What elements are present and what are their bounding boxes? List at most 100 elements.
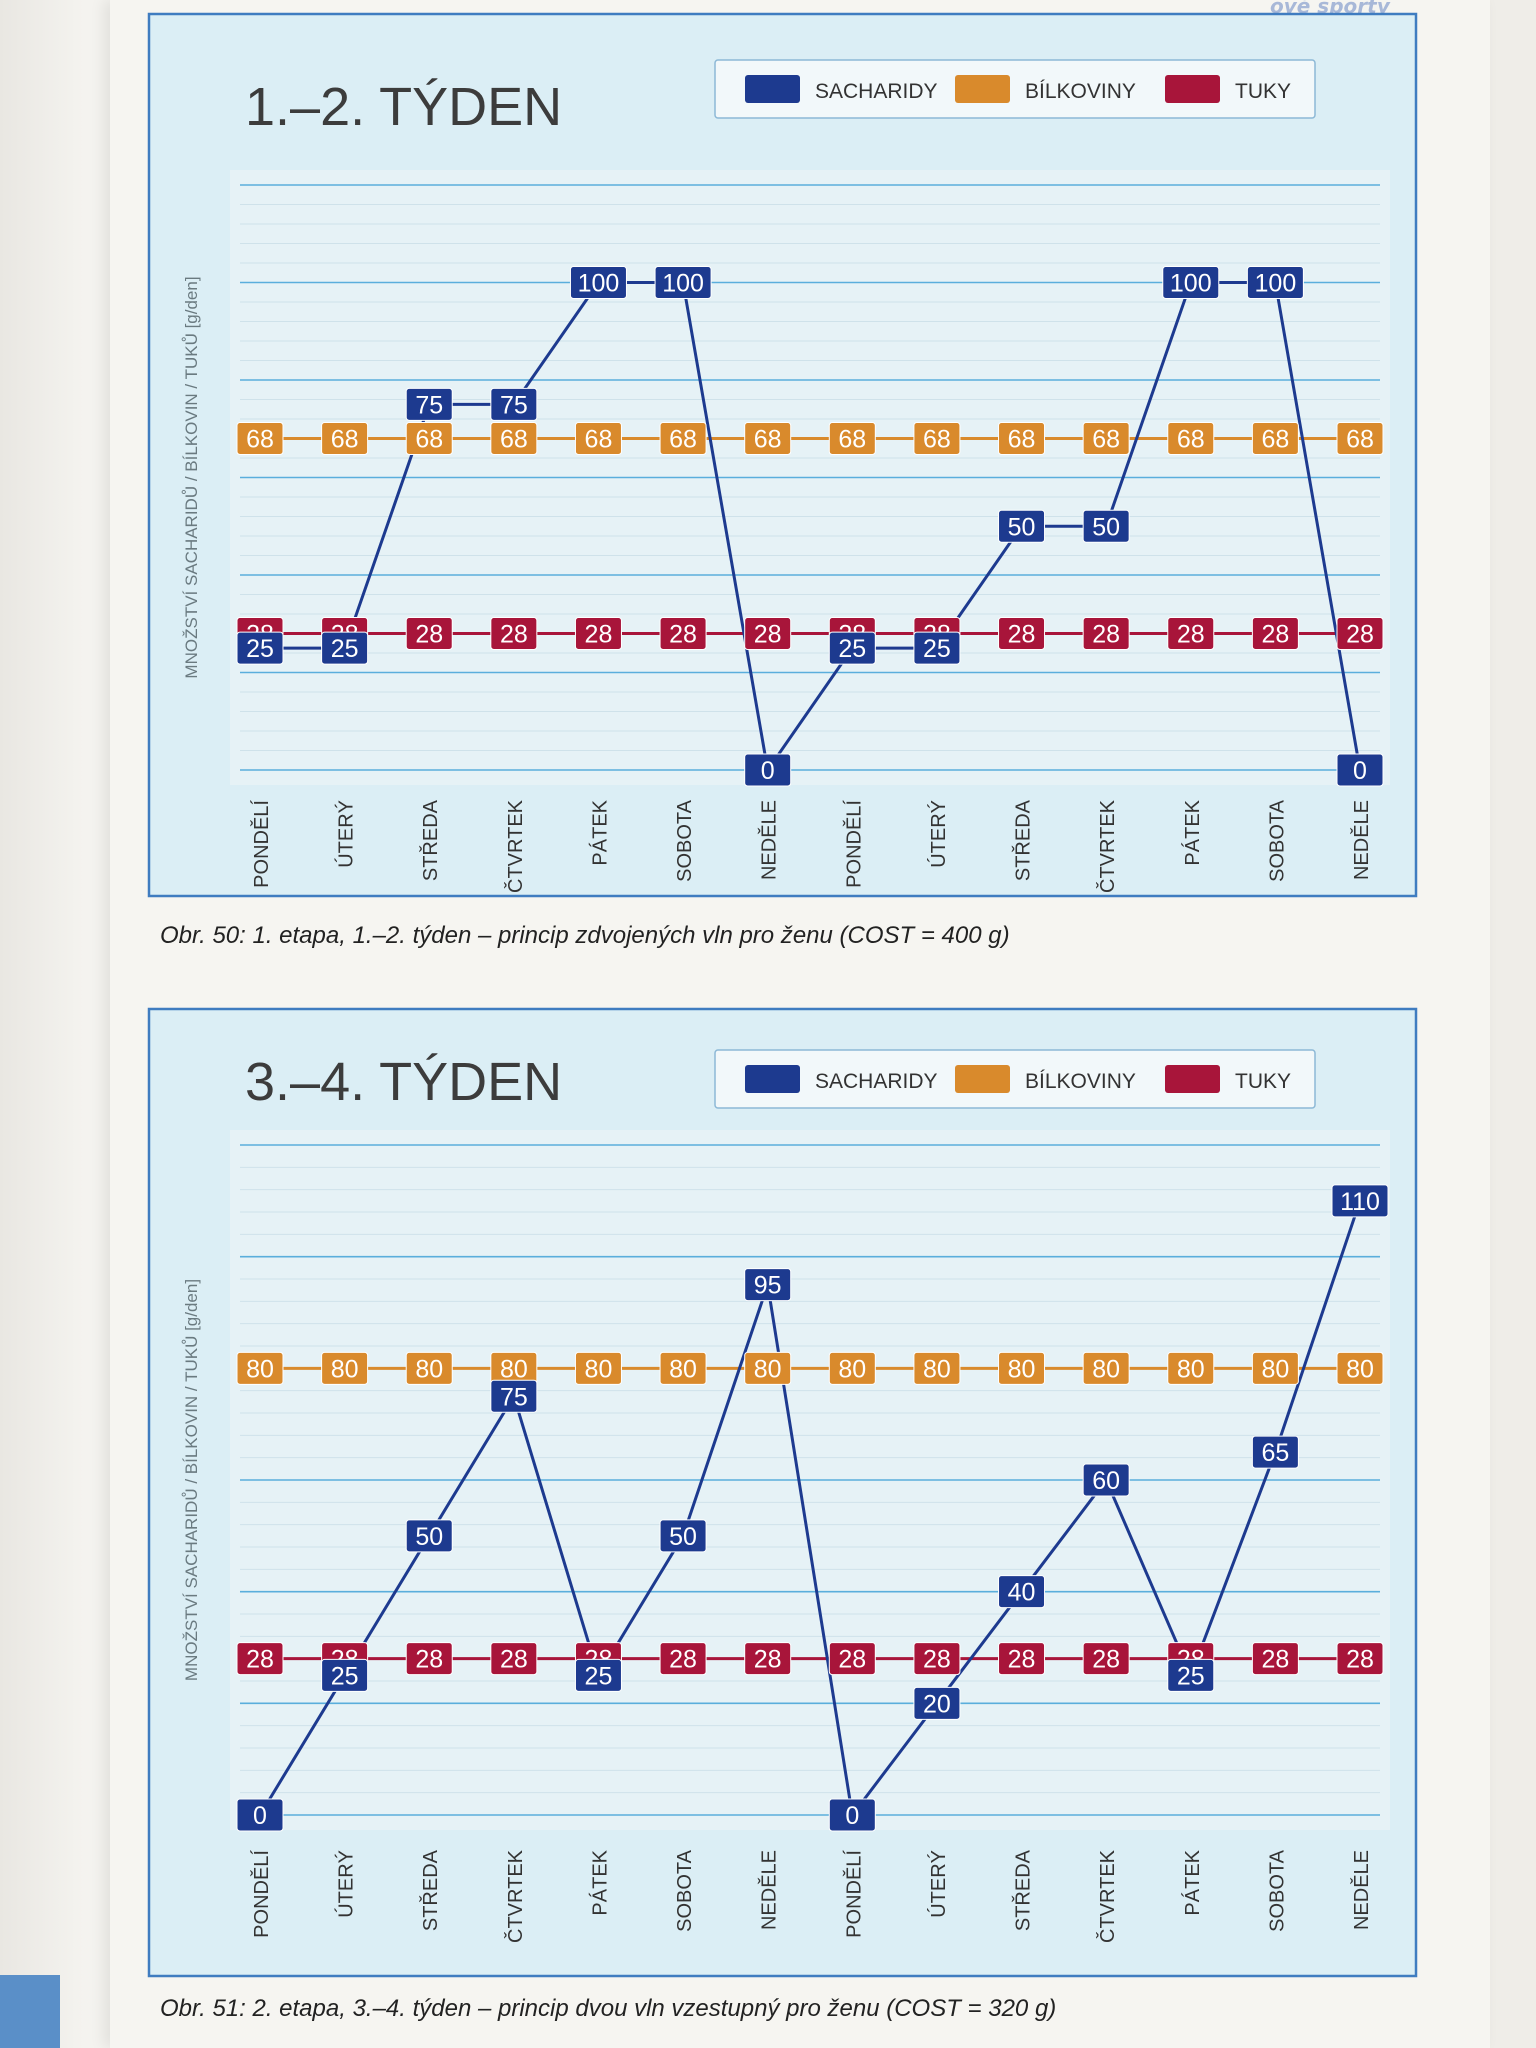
data-label-bilkoviny: 68 bbox=[585, 426, 613, 454]
data-point-tuky bbox=[405, 1642, 453, 1676]
data-label-sacharidy: 50 bbox=[415, 1523, 443, 1551]
data-point-sacharidy bbox=[321, 631, 369, 665]
data-label-sacharidy: 100 bbox=[1170, 270, 1212, 298]
y-axis-label: MNOŽSTVÍ SACHARIDŮ / BÍLKOVIN / TUKŮ [g/… bbox=[182, 1279, 201, 1681]
data-label-bilkoviny: 68 bbox=[669, 426, 697, 454]
category-label: ÚTERÝ bbox=[335, 1850, 358, 1918]
data-label-bilkoviny: 80 bbox=[838, 1355, 866, 1383]
data-point-bilkoviny bbox=[913, 422, 961, 455]
legend-label-sacharidy: SACHARIDY bbox=[815, 80, 938, 103]
data-label-bilkoviny: 68 bbox=[838, 426, 866, 454]
category-label: STŘEDA bbox=[1012, 799, 1035, 881]
data-label-bilkoviny: 80 bbox=[500, 1355, 528, 1383]
category-label: PONDĚLÍ bbox=[250, 800, 273, 888]
data-point-sacharidy bbox=[1336, 753, 1384, 787]
data-point-bilkoviny bbox=[405, 1351, 453, 1385]
data-label-tuky: 28 bbox=[1008, 621, 1036, 649]
data-label-sacharidy: 75 bbox=[415, 391, 443, 419]
data-label-sacharidy: 110 bbox=[1340, 1188, 1380, 1216]
data-label-bilkoviny: 68 bbox=[1261, 426, 1289, 454]
data-point-sacharidy bbox=[1082, 1463, 1130, 1497]
data-point-sacharidy bbox=[744, 753, 792, 787]
data-label-bilkoviny: 80 bbox=[669, 1355, 697, 1383]
data-label-sacharidy: 100 bbox=[1255, 270, 1297, 298]
data-label-tuky: 28 bbox=[1346, 1646, 1374, 1674]
legend-label-tuky: TUKY bbox=[1235, 80, 1291, 103]
data-point-bilkoviny bbox=[828, 422, 876, 455]
category-label: ÚTERÝ bbox=[335, 800, 358, 868]
data-label-bilkoviny: 80 bbox=[1008, 1355, 1036, 1383]
category-label: STŘEDA bbox=[1012, 1849, 1035, 1931]
category-label: PÁTEK bbox=[1181, 799, 1204, 865]
category-label: SOBOTA bbox=[674, 1849, 696, 1932]
data-point-bilkoviny bbox=[490, 422, 538, 455]
data-point-tuky bbox=[744, 1642, 792, 1676]
data-point-sacharidy bbox=[1246, 266, 1304, 299]
figure-caption-51: Obr. 51: 2. etapa, 3.–4. týden – princip… bbox=[160, 1995, 1057, 2022]
data-label-sacharidy: 0 bbox=[253, 1802, 267, 1830]
data-label-sacharidy: 25 bbox=[246, 635, 274, 663]
data-label-bilkoviny: 68 bbox=[415, 426, 443, 454]
data-point-sacharidy bbox=[828, 1798, 876, 1832]
data-point-tuky bbox=[236, 1642, 284, 1676]
data-label-bilkoviny: 80 bbox=[754, 1355, 782, 1383]
data-point-sacharidy bbox=[405, 1519, 453, 1553]
data-point-bilkoviny bbox=[1167, 1351, 1215, 1385]
data-label-bilkoviny: 80 bbox=[1092, 1355, 1120, 1383]
category-label: ÚTERÝ bbox=[927, 800, 950, 868]
data-point-sacharidy bbox=[1082, 509, 1130, 543]
data-label-bilkoviny: 68 bbox=[331, 426, 359, 454]
category-label: NEDĚLE bbox=[758, 800, 781, 880]
data-point-sacharidy bbox=[828, 631, 876, 665]
data-label-sacharidy: 25 bbox=[838, 635, 866, 663]
data-point-bilkoviny bbox=[236, 1351, 284, 1385]
data-label-tuky: 28 bbox=[1177, 621, 1205, 649]
category-label: PÁTEK bbox=[588, 1849, 611, 1915]
data-label-bilkoviny: 68 bbox=[754, 426, 782, 454]
data-label-sacharidy: 0 bbox=[845, 1802, 859, 1830]
data-label-sacharidy: 0 bbox=[761, 757, 775, 785]
data-point-bilkoviny bbox=[321, 422, 369, 455]
data-label-tuky: 28 bbox=[415, 621, 443, 649]
data-point-sacharidy bbox=[654, 266, 712, 299]
data-point-bilkoviny bbox=[1336, 1351, 1384, 1385]
category-label: ČTVRTEK bbox=[1096, 1849, 1119, 1943]
data-label-bilkoviny: 80 bbox=[1177, 1355, 1205, 1383]
data-label-tuky: 28 bbox=[669, 621, 697, 649]
legend-swatch-sacharidy bbox=[745, 1065, 800, 1093]
data-point-bilkoviny bbox=[1251, 1351, 1299, 1385]
data-point-sacharidy bbox=[659, 1519, 707, 1553]
data-label-tuky: 28 bbox=[1261, 621, 1289, 649]
data-point-tuky bbox=[1251, 1642, 1299, 1676]
data-point-tuky bbox=[1082, 617, 1130, 650]
data-point-bilkoviny bbox=[321, 1351, 369, 1385]
data-point-sacharidy bbox=[405, 387, 453, 421]
data-point-tuky bbox=[828, 1642, 876, 1676]
data-label-bilkoviny: 68 bbox=[500, 426, 528, 454]
data-label-tuky: 28 bbox=[1008, 1646, 1036, 1674]
data-label-tuky: 28 bbox=[1346, 621, 1374, 649]
data-point-sacharidy bbox=[236, 631, 284, 665]
category-label: NEDĚLE bbox=[1350, 800, 1373, 880]
data-point-sacharidy bbox=[998, 509, 1046, 543]
data-point-sacharidy bbox=[998, 1575, 1046, 1609]
category-label: PONDĚLÍ bbox=[842, 800, 865, 888]
data-label-bilkoviny: 68 bbox=[1092, 426, 1120, 454]
data-label-sacharidy: 25 bbox=[331, 635, 359, 663]
data-point-tuky bbox=[490, 1642, 538, 1676]
data-point-sacharidy bbox=[913, 1686, 961, 1720]
data-label-bilkoviny: 80 bbox=[415, 1355, 443, 1383]
data-label-tuky: 28 bbox=[585, 621, 613, 649]
data-point-sacharidy bbox=[321, 1658, 369, 1692]
data-point-tuky bbox=[998, 617, 1046, 650]
category-label: ČTVRTEK bbox=[504, 1849, 527, 1943]
data-point-sacharidy bbox=[490, 1379, 538, 1413]
data-point-sacharidy bbox=[236, 1798, 284, 1832]
data-point-sacharidy bbox=[1331, 1184, 1389, 1218]
data-label-sacharidy: 75 bbox=[500, 1383, 528, 1411]
data-point-tuky bbox=[659, 1642, 707, 1676]
legend-label-sacharidy: SACHARIDY bbox=[815, 1070, 938, 1093]
data-point-sacharidy bbox=[569, 266, 627, 299]
data-label-sacharidy: 50 bbox=[1008, 513, 1036, 541]
category-label: PONDĚLÍ bbox=[842, 1850, 865, 1938]
